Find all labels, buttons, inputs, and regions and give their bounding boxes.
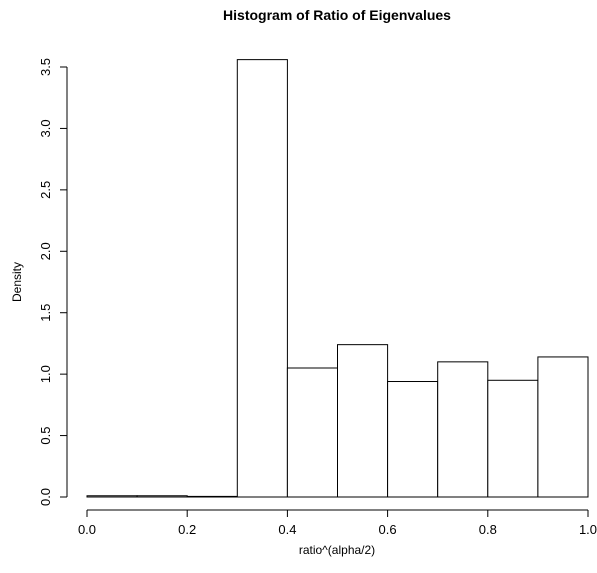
y-tick-label: 3.0 <box>38 119 53 137</box>
x-tick-label: 0.2 <box>178 522 196 537</box>
y-tick-label: 1.0 <box>38 365 53 383</box>
chart-title: Histogram of Ratio of Eigenvalues <box>223 7 451 23</box>
histogram-bar <box>136 495 188 498</box>
histogram-bar <box>387 381 439 498</box>
x-tick-label: 0.8 <box>479 522 497 537</box>
y-tick-label: 0.5 <box>38 427 53 445</box>
histogram-bar <box>236 59 288 498</box>
y-tick-label: 1.5 <box>38 304 53 322</box>
x-axis-label: ratio^(alpha/2) <box>299 543 375 557</box>
histogram-bar <box>186 495 238 498</box>
histogram-bar <box>286 367 338 498</box>
y-axis-label: Density <box>10 262 24 302</box>
x-axis: 0.0 0.2 0.4 0.6 0.8 1.0 <box>78 509 597 537</box>
histogram-bar <box>337 344 389 498</box>
y-tick-label: 2.5 <box>38 181 53 199</box>
x-tick-label: 0.6 <box>379 522 397 537</box>
histogram-bars <box>86 59 589 498</box>
y-tick-label: 3.5 <box>38 58 53 76</box>
histogram-bar <box>487 379 539 498</box>
x-tick-label: 0.0 <box>78 522 96 537</box>
x-tick-label: 0.4 <box>278 522 296 537</box>
y-tick-label: 0.0 <box>38 488 53 506</box>
histogram-bar <box>86 495 138 498</box>
y-tick-label: 2.0 <box>38 242 53 260</box>
x-tick-label: 1.0 <box>579 522 597 537</box>
y-axis: 0.0 0.5 1.0 1.5 2.0 2.5 3.0 3.5 <box>38 58 68 506</box>
histogram-bar <box>437 361 489 498</box>
histogram-bar <box>537 356 589 498</box>
